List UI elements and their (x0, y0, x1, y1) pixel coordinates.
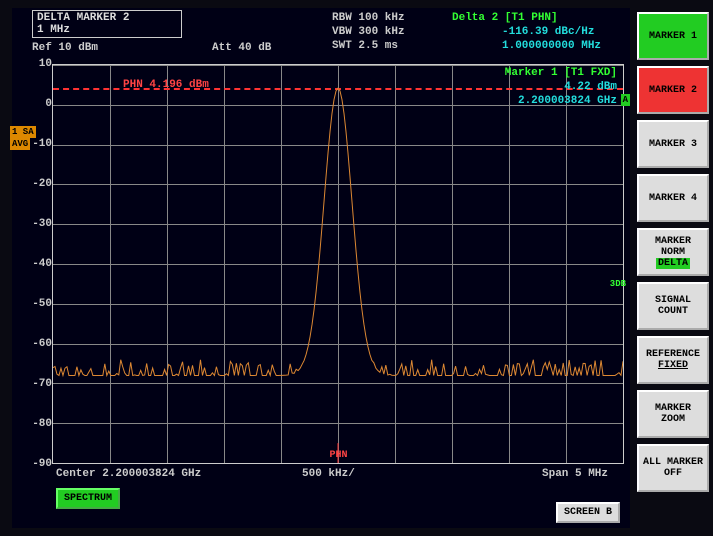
softkey-column: MARKER 1 MARKER 2 MARKER 3 MARKER 4 MARK… (637, 12, 709, 492)
avg-tag: AVG (10, 138, 30, 150)
att-label: Att 40 dB (212, 42, 271, 54)
phn-axis-label: PHN (329, 450, 347, 461)
spectrum-trace (53, 65, 623, 463)
swt-label: SWT 2.5 ms (332, 40, 398, 52)
softkey-reference-fixed[interactable]: REFERENCEFIXED (637, 336, 709, 384)
softkey-signal-count[interactable]: SIGNALCOUNT (637, 282, 709, 330)
ytick: -50 (22, 298, 52, 310)
delta2-label: Delta 2 [T1 PHN] (452, 12, 558, 24)
delta2-val: -116.39 dBc/Hz (502, 26, 594, 38)
softkey-marker-3[interactable]: MARKER 3 (637, 120, 709, 168)
analyzer-screen: DELTA MARKER 2 1 MHz Ref 10 dBm Att 40 d… (12, 8, 630, 528)
softkey-marker-norm-delta[interactable]: MARKER NORM DELTA (637, 228, 709, 276)
softkey-marker-2[interactable]: MARKER 2 (637, 66, 709, 114)
rbw-label: RBW 100 kHz (332, 12, 405, 24)
softkey-all-marker-off[interactable]: ALL MARKEROFF (637, 444, 709, 492)
softkey-marker-1[interactable]: MARKER 1 (637, 12, 709, 60)
span: Span 5 MHz (542, 468, 608, 480)
delta-marker-freq: 1 MHz (37, 24, 177, 36)
sa-tag: 1 SA (10, 126, 36, 138)
per-div: 500 kHz/ (302, 468, 355, 480)
a-tag: A (621, 94, 630, 106)
ytick: 0 (22, 98, 52, 110)
ref-label: Ref 10 dBm (32, 42, 98, 54)
delta2-freq: 1.000000000 MHz (502, 40, 601, 52)
ytick: -20 (22, 178, 52, 190)
screen-b-button[interactable]: SCREEN B (556, 502, 620, 523)
delta-marker-box: DELTA MARKER 2 1 MHz (32, 10, 182, 38)
plot-area: PHN 4.196 dBm Marker 1 [T1 FXD] 4.22 dBm… (52, 64, 624, 464)
spectrum-button[interactable]: SPECTRUM (56, 488, 120, 509)
ytick: -90 (22, 458, 52, 470)
ytick: -80 (22, 418, 52, 430)
delta-marker-title: DELTA MARKER 2 (37, 12, 177, 24)
vbw-label: VBW 300 kHz (332, 26, 405, 38)
ytick: 10 (22, 58, 52, 70)
3db-tag: 3DB (608, 278, 628, 290)
softkey-marker-4[interactable]: MARKER 4 (637, 174, 709, 222)
ytick: -40 (22, 258, 52, 270)
softkey-marker-zoom[interactable]: MARKERZOOM (637, 390, 709, 438)
ytick: -60 (22, 338, 52, 350)
center-freq: Center 2.200003824 GHz (56, 468, 201, 480)
ytick: -70 (22, 378, 52, 390)
ytick: -30 (22, 218, 52, 230)
